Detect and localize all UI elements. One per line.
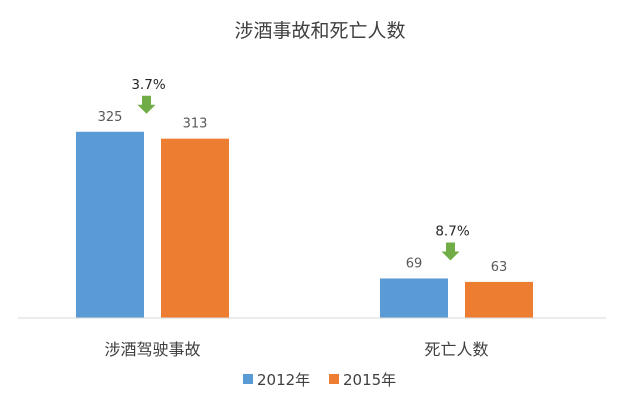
- bar-1-0[interactable]: [380, 278, 448, 318]
- category-label-0: 涉酒驾驶事故: [104, 340, 200, 359]
- legend-swatch-1: [329, 374, 339, 384]
- plot-area: 325 313 涉酒驾驶事故 3.7% 69 63 死亡人数 8.7%: [76, 77, 533, 359]
- bar-1-1[interactable]: [465, 281, 533, 318]
- change-label-0: 3.7%: [131, 77, 165, 93]
- category-label-1: 死亡人数: [424, 340, 488, 359]
- legend-swatch-0: [243, 374, 253, 384]
- bar-0-0[interactable]: [76, 131, 144, 318]
- legend-label-1: 2015年: [343, 371, 396, 389]
- data-label-0-0: 325: [98, 110, 123, 125]
- data-label-0-1: 313: [183, 117, 208, 132]
- category-group-0: 325 313 涉酒驾驶事故 3.7%: [76, 77, 229, 359]
- down-arrow-icon: [441, 242, 460, 261]
- legend: 2012年 2015年: [243, 371, 396, 389]
- legend-item-0[interactable]: 2012年: [243, 371, 310, 389]
- chart-title: 涉酒事故和死亡人数: [234, 20, 405, 42]
- down-arrow-icon: [137, 95, 156, 114]
- data-label-1-1: 63: [491, 260, 508, 275]
- bar-0-1[interactable]: [161, 138, 229, 318]
- legend-item-1[interactable]: 2015年: [329, 371, 396, 389]
- change-label-1: 8.7%: [435, 223, 469, 239]
- data-label-1-0: 69: [406, 256, 423, 271]
- category-group-1: 69 63 死亡人数 8.7%: [380, 223, 533, 359]
- legend-label-0: 2012年: [257, 371, 310, 389]
